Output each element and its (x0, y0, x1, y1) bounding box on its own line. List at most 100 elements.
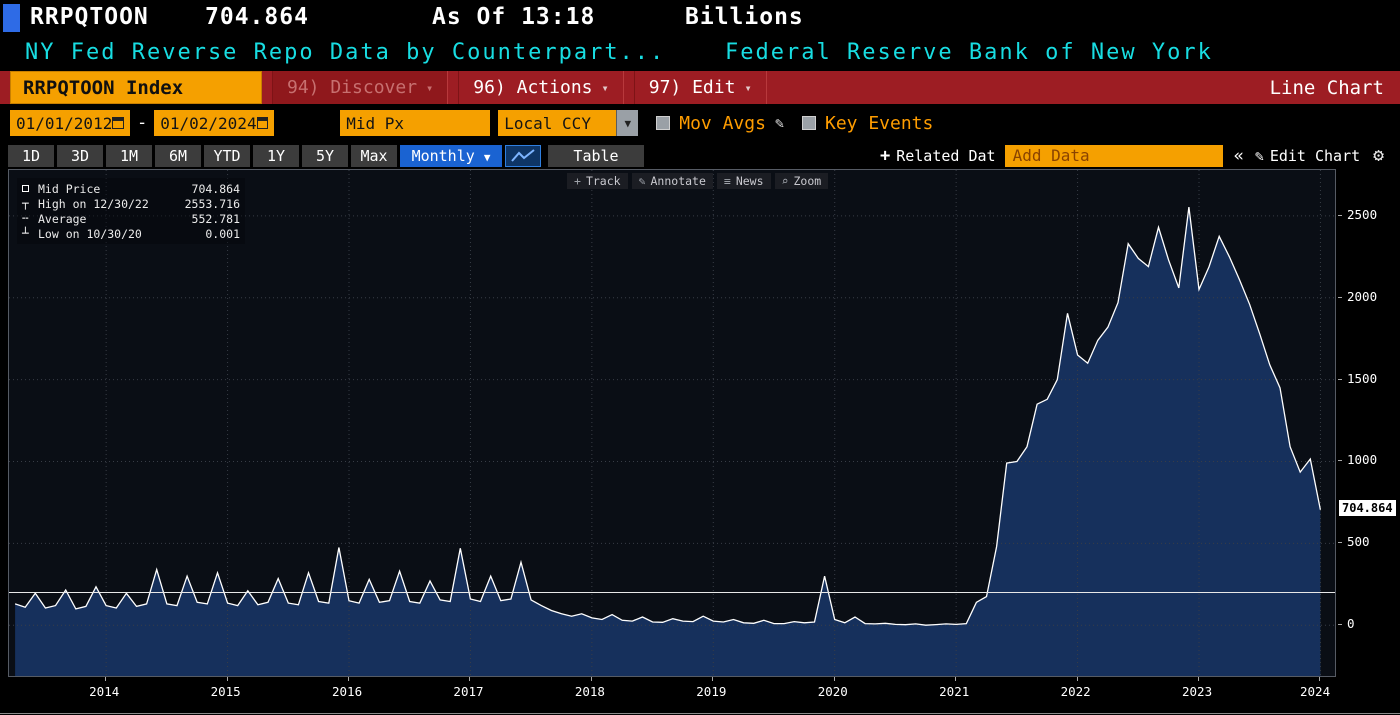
period-tab-1y[interactable]: 1Y (253, 144, 299, 167)
period-tab-3d[interactable]: 3D (57, 144, 103, 167)
period-tab-ytd[interactable]: YTD (204, 144, 250, 167)
x-axis-tick (1076, 677, 1078, 681)
units-label: Billions (685, 4, 804, 30)
security-source: Federal Reserve Bank of New York (725, 40, 1213, 65)
pencil-icon: ✎ (1254, 146, 1264, 165)
x-axis-label: 2020 (817, 684, 848, 699)
period-tab-6m[interactable]: 6M (155, 144, 201, 167)
chart-tool-news[interactable]: ≡ News (716, 173, 771, 189)
chevron-down-icon: ▾ (426, 80, 434, 95)
legend-row: Mid Price 704.864 (22, 181, 240, 196)
legend-row: ┬ High on 12/30/22 2553.716 (22, 196, 240, 211)
period-tab-1m[interactable]: 1M (106, 144, 152, 167)
ticker-symbol: RRPQTOON (30, 4, 149, 30)
price-area-chart (9, 170, 1335, 676)
y-axis-label: 2000 (1347, 288, 1378, 304)
y-axis-tick (1338, 624, 1342, 626)
frequency-dropdown[interactable]: Monthly ▼ (400, 144, 502, 167)
x-axis-label: 2021 (939, 684, 970, 699)
last-value: 704.864 (205, 4, 309, 30)
period-tab-max[interactable]: Max (351, 144, 397, 167)
add-data-input[interactable]: Add Data (1004, 144, 1223, 167)
key-events-label: Key Events (824, 112, 934, 134)
x-axis-label: 2018 (574, 684, 605, 699)
legend-marker-low-icon: ┴ (22, 227, 29, 240)
chart-tool-track[interactable]: + Track (567, 173, 628, 189)
security-description-row: NY Fed Reverse Repo Data by Counterpart.… (0, 38, 1400, 71)
magnifier-icon: ⌕ (781, 174, 789, 188)
y-axis-label: 1500 (1347, 370, 1378, 386)
y-axis-label: 2500 (1347, 206, 1378, 222)
key-events-checkbox[interactable] (801, 116, 816, 130)
calendar-icon[interactable] (112, 117, 124, 129)
period-tab-5y[interactable]: 5Y (302, 144, 348, 167)
chart-canvas[interactable]: Mid Price 704.864 ┬ High on 12/30/22 2553.71… (8, 169, 1336, 677)
x-axis-label: 2022 (1060, 684, 1091, 699)
period-tab-1d[interactable]: 1D (8, 144, 54, 167)
chart-tool-annotate[interactable]: ✎ Annotate (631, 173, 713, 189)
chart-tool-zoom[interactable]: ⌕ Zoom (774, 173, 829, 189)
x-axis-tick (105, 677, 107, 681)
line-chart-type-button[interactable] (505, 144, 541, 167)
x-axis-label: 2017 (453, 684, 484, 699)
menu-bar: RRPQTOON Index 94) Discover ▾ 96) Action… (0, 71, 1400, 104)
y-axis-tick (1338, 378, 1342, 380)
list-icon: ≡ (723, 174, 731, 188)
area-fill (15, 207, 1321, 676)
gear-icon[interactable]: ⚙ (1373, 145, 1384, 166)
x-axis-label: 2023 (1182, 684, 1213, 699)
chevron-down-icon: ▾ (601, 80, 609, 95)
y-axis-tick (1338, 460, 1342, 462)
date-range-separator: - (137, 113, 148, 133)
chevron-down-icon: ▾ (744, 80, 752, 95)
legend-marker-high-icon: ┬ (22, 197, 29, 210)
period-toolbar-row: 1D 3D 1M 6M YTD 1Y 5Y Max Monthly ▼ Table + Rel… (0, 142, 1400, 169)
x-axis-label: 2024 (1300, 684, 1331, 699)
calendar-icon[interactable] (256, 117, 269, 129)
y-axis-label: 500 (1347, 534, 1370, 550)
security-tab[interactable]: RRPQTOON Index (10, 71, 262, 104)
table-button[interactable]: Table (548, 144, 644, 167)
collapse-panel-button[interactable]: « (1233, 145, 1244, 166)
mov-avgs-checkbox[interactable] (656, 116, 671, 130)
date-from-input[interactable]: 01/01/2012 (10, 110, 130, 136)
x-axis-tick (348, 677, 349, 681)
actions-menu[interactable]: 96) Actions ▾ (458, 71, 624, 104)
date-to-input[interactable]: 01/02/2024 (154, 110, 275, 136)
related-data-button[interactable]: + Related Dat (879, 145, 996, 166)
legend-row: ┴ Low on 10/30/20 0.001 (22, 226, 240, 241)
pencil-icon: ✎ (638, 174, 646, 188)
x-axis-label: 2015 (210, 684, 241, 699)
plus-icon: + (879, 145, 891, 166)
discover-menu[interactable]: 94) Discover ▾ (272, 71, 449, 104)
chart-controls-row: 01/01/2012 - 01/02/2024 Mid Px Local CCY… (0, 104, 1400, 142)
chart-type-label: Line Chart (1269, 76, 1384, 99)
price-field-input[interactable]: Mid Px (340, 110, 491, 136)
price-line (14, 207, 1322, 626)
x-axis-tick (955, 677, 957, 681)
chart-region: Mid Price 704.864 ┬ High on 12/30/22 2553.71… (0, 169, 1400, 715)
currency-dropdown-arrow-icon[interactable]: ▼ (616, 110, 639, 136)
y-axis-label: 0 (1347, 616, 1355, 632)
currency-select[interactable]: Local CCY (498, 110, 617, 136)
x-axis-tick (1198, 677, 1199, 681)
x-axis-tick (469, 677, 471, 681)
legend-row: ╌ Average 552.781 (22, 211, 240, 226)
y-axis: 0 500 1000 1500 2000 2500 704.864 (1338, 169, 1400, 677)
pencil-icon[interactable]: ✎ (774, 114, 784, 132)
period-tabs: 1D 3D 1M 6M YTD 1Y 5Y Max (8, 144, 397, 167)
x-axis-tick (712, 677, 714, 681)
x-axis-tick (226, 677, 228, 681)
edit-chart-button[interactable]: ✎ Edit Chart (1254, 146, 1361, 165)
line-chart-icon (511, 148, 535, 162)
x-axis-tick (590, 677, 592, 681)
y-axis-label: 1000 (1347, 452, 1378, 468)
edit-menu[interactable]: 97) Edit ▾ (633, 71, 767, 104)
x-axis-label: 2016 (332, 684, 363, 699)
x-axis: 2014 2015 2016 2017 2018 2019 2020 2021 2022 2023… (8, 677, 1336, 703)
y-axis-tick (1338, 214, 1342, 216)
x-axis-label: 2019 (696, 684, 727, 699)
plus-icon: + (574, 174, 581, 188)
legend-marker-square-icon (22, 185, 38, 192)
